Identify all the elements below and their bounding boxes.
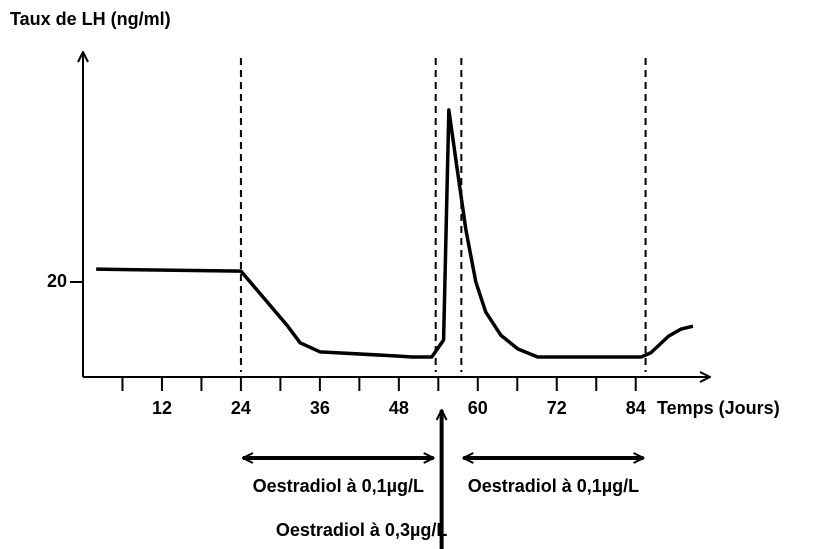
annotation: Oestradiol à 0,1µg/L	[253, 476, 424, 496]
annotation: Oestradiol à 0,3µg/L	[276, 520, 447, 540]
y-axis-label: Taux de LH (ng/ml)	[10, 9, 171, 29]
x-tick-label: 36	[310, 398, 330, 418]
x-tick-label: 84	[626, 398, 646, 418]
x-tick-label: 12	[152, 398, 172, 418]
x-tick-label: 72	[547, 398, 567, 418]
annotation: Oestradiol à 0,1µg/L	[468, 476, 639, 496]
x-axis-label: Temps (Jours)	[657, 398, 780, 418]
x-tick-label: 60	[468, 398, 488, 418]
lh-line	[96, 108, 694, 359]
x-tick-label: 48	[389, 398, 409, 418]
x-tick-label: 24	[231, 398, 251, 418]
y-tick-label: 20	[47, 271, 67, 291]
